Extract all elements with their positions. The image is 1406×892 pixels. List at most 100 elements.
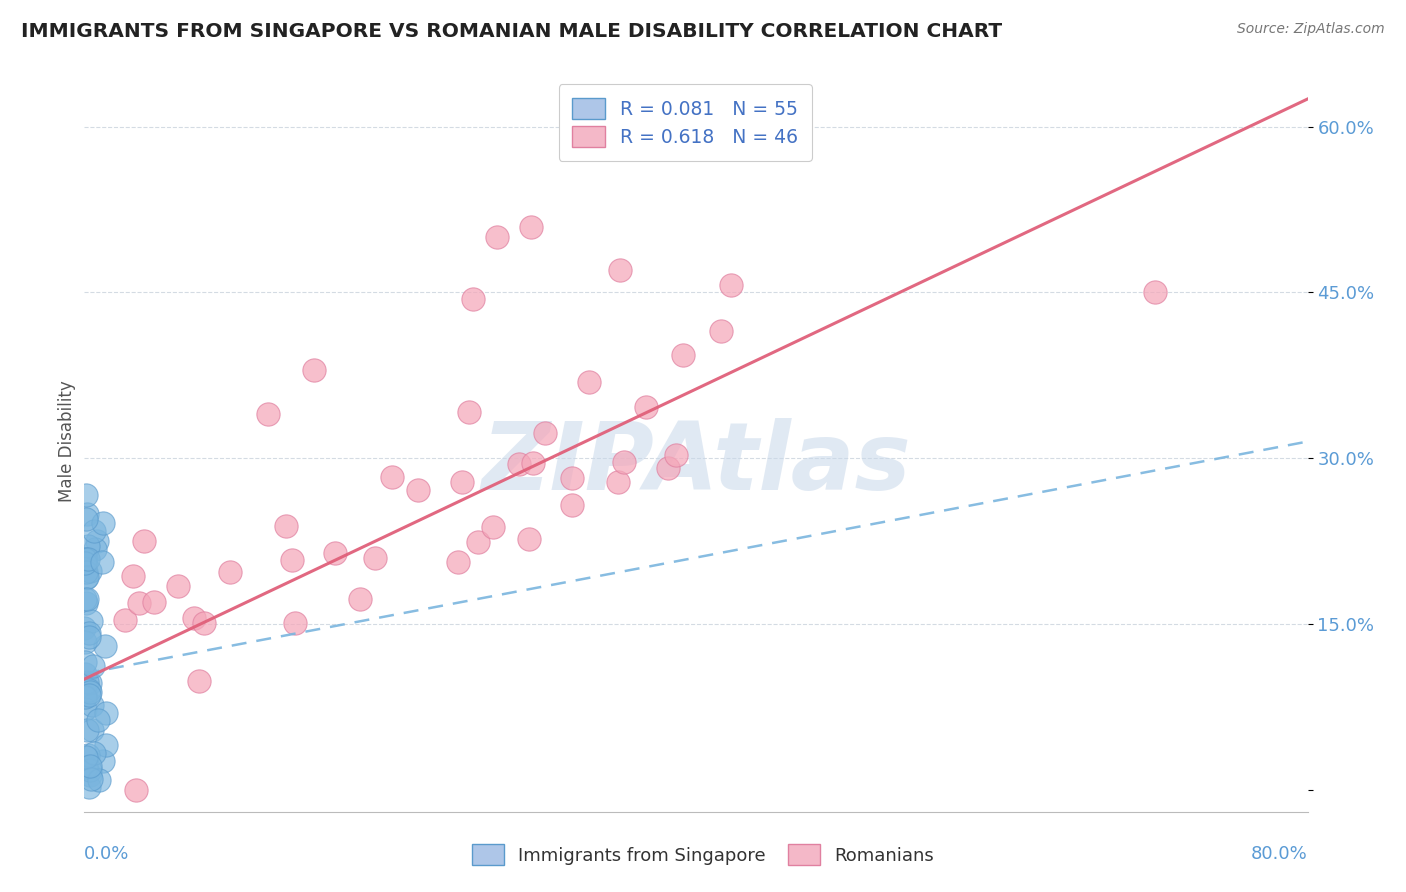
Point [284, 615, 307, 630]
Point [91, 516, 114, 530]
Point [75, 685, 97, 699]
Point [381, 470, 404, 484]
Point [94, 738, 117, 752]
Point [257, 407, 280, 421]
Point [94, 640, 117, 654]
Point [75, 488, 97, 502]
Point [75, 572, 97, 586]
Point [447, 555, 470, 569]
Point [77, 552, 100, 566]
Point [84, 541, 107, 556]
Point [166, 579, 188, 593]
Point [128, 596, 150, 610]
Point [578, 375, 600, 389]
Point [73, 690, 96, 704]
Point [183, 611, 205, 625]
Point [79, 565, 101, 579]
Point [76, 569, 98, 583]
Y-axis label: Male Disability: Male Disability [58, 381, 76, 502]
Point [609, 263, 631, 277]
Point [607, 475, 630, 489]
Point [134, 534, 156, 549]
Text: IMMIGRANTS FROM SINGAPORE VS ROMANIAN MALE DISABILITY CORRELATION CHART: IMMIGRANTS FROM SINGAPORE VS ROMANIAN MA… [21, 22, 1002, 41]
Point [122, 568, 145, 582]
Point [76, 539, 98, 553]
Legend: Immigrants from Singapore, Romanians: Immigrants from Singapore, Romanians [463, 835, 943, 874]
Point [77, 780, 100, 795]
Point [73, 701, 96, 715]
Point [467, 535, 489, 549]
Point [274, 519, 297, 533]
Point [461, 293, 484, 307]
Point [613, 455, 636, 469]
Point [636, 400, 658, 414]
Point [142, 595, 165, 609]
Point [323, 546, 346, 560]
Point [665, 448, 688, 462]
Point [73, 621, 96, 635]
Point [73, 592, 96, 607]
Point [86, 533, 108, 548]
Point [561, 498, 583, 512]
Text: Source: ZipAtlas.com: Source: ZipAtlas.com [1237, 22, 1385, 37]
Point [125, 782, 148, 797]
Point [657, 461, 679, 475]
Point [522, 456, 544, 470]
Point [406, 483, 429, 498]
Point [91, 754, 114, 768]
Text: 0.0%: 0.0% [84, 845, 129, 863]
Point [76, 508, 98, 522]
Point [561, 471, 583, 485]
Point [77, 626, 100, 640]
Point [517, 532, 540, 546]
Point [87, 713, 110, 727]
Point [75, 552, 97, 566]
Point [75, 511, 97, 525]
Point [672, 348, 695, 362]
Point [508, 457, 530, 471]
Point [349, 592, 371, 607]
Point [219, 566, 242, 580]
Point [77, 747, 100, 762]
Point [79, 759, 101, 773]
Point [75, 750, 97, 764]
Legend: R = 0.081   N = 55, R = 0.618   N = 46: R = 0.081 N = 55, R = 0.618 N = 46 [558, 85, 811, 161]
Point [77, 688, 100, 702]
Point [73, 655, 96, 669]
Point [114, 613, 136, 627]
Point [82, 659, 104, 673]
Point [457, 404, 479, 418]
Point [75, 760, 97, 774]
Point [94, 706, 117, 720]
Point [79, 768, 101, 782]
Point [364, 550, 387, 565]
Point [77, 683, 100, 698]
Point [75, 565, 97, 579]
Point [76, 592, 98, 607]
Point [80, 772, 103, 787]
Point [281, 553, 304, 567]
Point [82, 723, 104, 738]
Point [75, 635, 97, 649]
Point [83, 746, 105, 760]
Point [76, 760, 98, 774]
Point [83, 524, 105, 538]
Point [302, 362, 325, 376]
Point [710, 324, 733, 338]
Point [90, 555, 112, 569]
Text: 80.0%: 80.0% [1251, 845, 1308, 863]
Point [76, 723, 98, 737]
Point [193, 615, 215, 630]
Text: ZIPAtlas: ZIPAtlas [481, 417, 911, 509]
Point [720, 278, 742, 293]
Point [73, 556, 96, 570]
Point [77, 630, 100, 644]
Point [79, 685, 101, 699]
Point [451, 475, 474, 490]
Point [76, 675, 98, 690]
Point [187, 674, 209, 689]
Point [486, 230, 509, 244]
Point [80, 615, 103, 629]
Point [533, 425, 555, 440]
Point [87, 773, 110, 788]
